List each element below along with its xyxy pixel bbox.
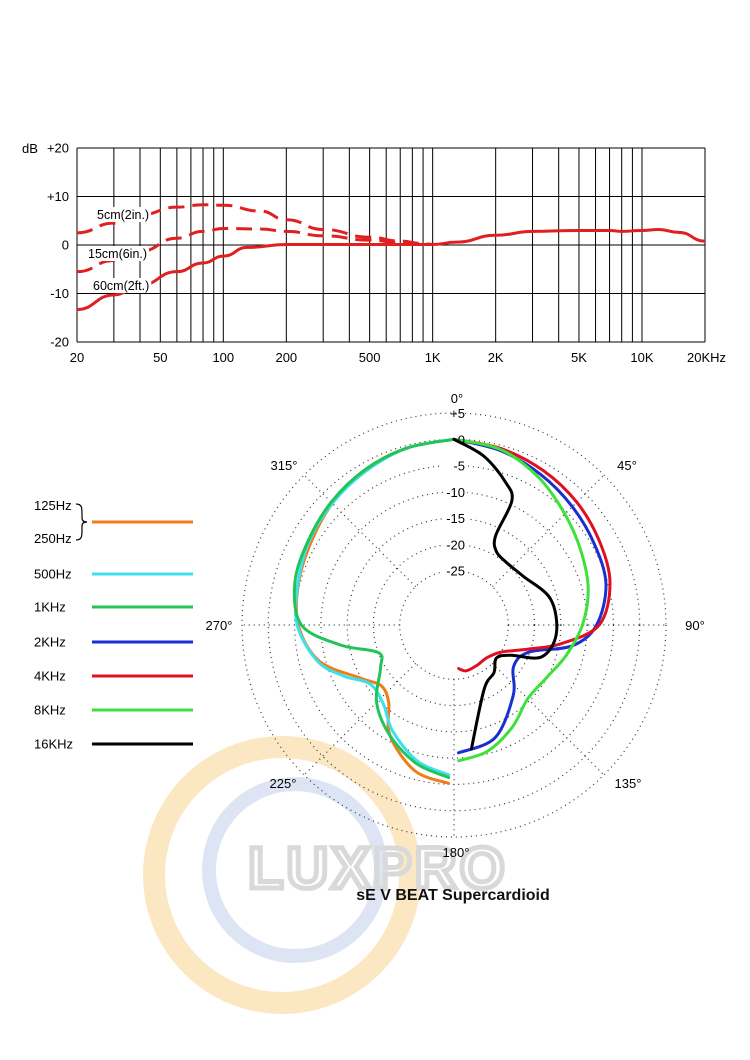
polar-spoke bbox=[303, 474, 417, 588]
polar-r-label: -15 bbox=[446, 511, 465, 526]
polar-series-curve bbox=[293, 437, 456, 777]
fr-xtick-label: 5K bbox=[571, 350, 587, 365]
legend-label: 125Hz bbox=[34, 498, 72, 513]
polar-ring bbox=[267, 438, 641, 812]
legend-label: 1KHz bbox=[34, 600, 66, 615]
fr-xtick-label: 200 bbox=[275, 350, 297, 365]
fr-series-label-bg bbox=[95, 207, 152, 222]
polar-angle-label: 315° bbox=[271, 458, 298, 473]
polar-angle-label: 0° bbox=[451, 391, 463, 406]
polar-series-curve bbox=[452, 437, 608, 755]
polar-r-label: -5 bbox=[453, 459, 465, 474]
polar-angle-label: 135° bbox=[615, 776, 642, 791]
fr-xtick-label: 50 bbox=[153, 350, 167, 365]
polar-series-curve bbox=[452, 437, 590, 763]
watermark-text: LUXPRO bbox=[248, 836, 508, 901]
watermark-ring-inner bbox=[202, 777, 388, 963]
polar-r-label: +5 bbox=[450, 406, 465, 421]
luxpro-watermark: LUXPRO bbox=[143, 736, 508, 1014]
fr-series-label-bg bbox=[86, 246, 150, 261]
polar-r-label: -20 bbox=[446, 537, 465, 552]
fr-series-label: 15cm(6in.) bbox=[88, 247, 147, 261]
fr-xtick-label: 100 bbox=[212, 350, 234, 365]
polar-angle-label: 180° bbox=[443, 845, 470, 860]
polar-pattern-chart: LUXPRO +5 0 -5 -10 -15 -20 -25 0° 45° 90° 135° 180°… bbox=[34, 391, 705, 1014]
fr-ytick-label: +10 bbox=[47, 189, 69, 204]
fr-xtick-label: 500 bbox=[359, 350, 381, 365]
polar-angle-label: 45° bbox=[617, 458, 637, 473]
fr-ytick-label: 0 bbox=[62, 238, 69, 253]
polar-series-curve bbox=[292, 437, 456, 779]
fr-series-label: 5cm(2in.) bbox=[97, 208, 149, 222]
polar-labels: +5 0 -5 -10 -15 -20 -25 0° 45° 90° 135° 180° 225° 270… bbox=[206, 391, 705, 860]
polar-ring bbox=[320, 491, 588, 759]
polar-title: sE V BEAT Supercardioid bbox=[356, 887, 550, 904]
polar-r-label: 0 bbox=[458, 432, 465, 447]
fr-xtick-label: 20KHz bbox=[687, 350, 726, 365]
fr-ytick-label: -10 bbox=[50, 286, 69, 301]
polar-angle-label: 90° bbox=[685, 618, 705, 633]
polar-grid bbox=[241, 412, 667, 838]
polar-ring bbox=[346, 517, 562, 733]
polar-angle-label: 270° bbox=[206, 618, 233, 633]
polar-series-curve bbox=[452, 437, 612, 673]
legend-brace bbox=[75, 503, 88, 541]
watermark-ring-outer bbox=[143, 736, 421, 1014]
fr-series-label-bg bbox=[91, 278, 152, 293]
legend: 125Hz 250Hz 500Hz 1KHz 2KHz 4KHz 8KHz 16KHz bbox=[34, 498, 193, 752]
fr-xtick-label: 20 bbox=[70, 350, 84, 365]
polar-series-curve bbox=[452, 437, 559, 751]
fr-xtick-label: 1K bbox=[425, 350, 441, 365]
polar-series bbox=[292, 437, 612, 785]
fr-xtick-label: 2K bbox=[488, 350, 504, 365]
fr-ylabel: dB bbox=[22, 141, 38, 156]
polar-ring bbox=[399, 570, 509, 680]
legend-label: 16KHz bbox=[34, 737, 73, 752]
legend-label: 500Hz bbox=[34, 567, 72, 582]
polar-angle-label: 225° bbox=[270, 776, 297, 791]
fr-series-line bbox=[76, 227, 706, 312]
legend-label: 8KHz bbox=[34, 703, 66, 718]
polar-ring bbox=[241, 412, 667, 838]
legend-label: 2KHz bbox=[34, 635, 66, 650]
polar-r-label: -25 bbox=[446, 564, 465, 579]
fr-series-label: 60cm(2ft.) bbox=[93, 279, 149, 293]
legend-label: 250Hz bbox=[34, 531, 72, 546]
polar-ring bbox=[372, 543, 536, 707]
fr-xtick-label: 10K bbox=[630, 350, 653, 365]
legend-label: 4KHz bbox=[34, 669, 66, 684]
fr-series bbox=[76, 203, 706, 312]
polar-r-label: -10 bbox=[446, 485, 465, 500]
polar-spoke bbox=[491, 662, 605, 776]
fr-ytick-label: -20 bbox=[50, 335, 69, 350]
fr-ytick-label: +20 bbox=[47, 141, 69, 156]
